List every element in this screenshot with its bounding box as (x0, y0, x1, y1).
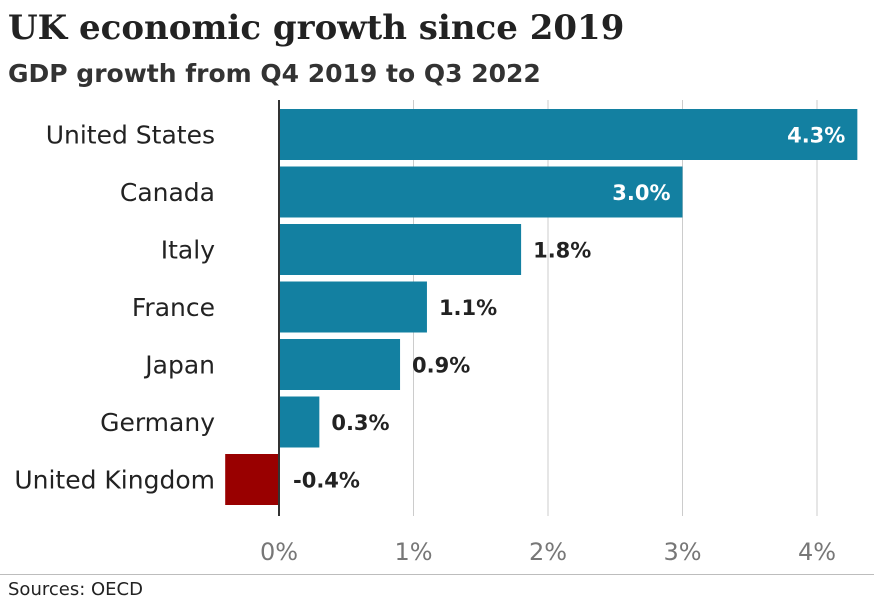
bar (225, 454, 279, 505)
value-label: 1.8% (533, 239, 591, 263)
bar (279, 224, 522, 275)
category-label: United Kingdom (14, 466, 215, 495)
footer-divider (0, 574, 874, 575)
bar (279, 396, 320, 448)
x-tick-label: 4% (798, 538, 836, 566)
x-tick-label: 3% (663, 538, 701, 566)
x-tick-label: 2% (529, 538, 567, 566)
value-label: 0.9% (412, 354, 470, 378)
value-label: 3.0% (612, 181, 670, 205)
x-tick-label: 0% (260, 538, 298, 566)
category-label: United States (46, 121, 215, 150)
x-axis-ticks: 0% 1% 2% 3% 4% (260, 538, 836, 566)
bar (279, 339, 401, 390)
bar (279, 281, 427, 333)
bar (279, 166, 683, 218)
category-label: Germany (100, 408, 215, 437)
chart-subtitle: GDP growth from Q4 2019 to Q3 2022 (8, 59, 541, 88)
value-label: 1.1% (439, 296, 497, 320)
value-label: -0.4% (293, 469, 360, 493)
category-label: Italy (161, 236, 215, 265)
category-label: Japan (143, 351, 215, 380)
category-label: France (132, 293, 215, 322)
source-note: Sources: OECD (8, 579, 143, 600)
category-labels: United States Canada Italy France Japan Germa… (14, 121, 215, 495)
value-labels: 4.3% 3.0% 1.8% 1.1% 0.9% 0.3% -0.4% (293, 124, 845, 493)
bars (225, 109, 858, 505)
value-label: 0.3% (331, 411, 389, 435)
bar (279, 109, 858, 160)
category-label: Canada (120, 178, 215, 207)
value-label: 4.3% (787, 124, 845, 148)
x-tick-label: 1% (394, 538, 432, 566)
chart-title: UK economic growth since 2019 (8, 8, 625, 48)
